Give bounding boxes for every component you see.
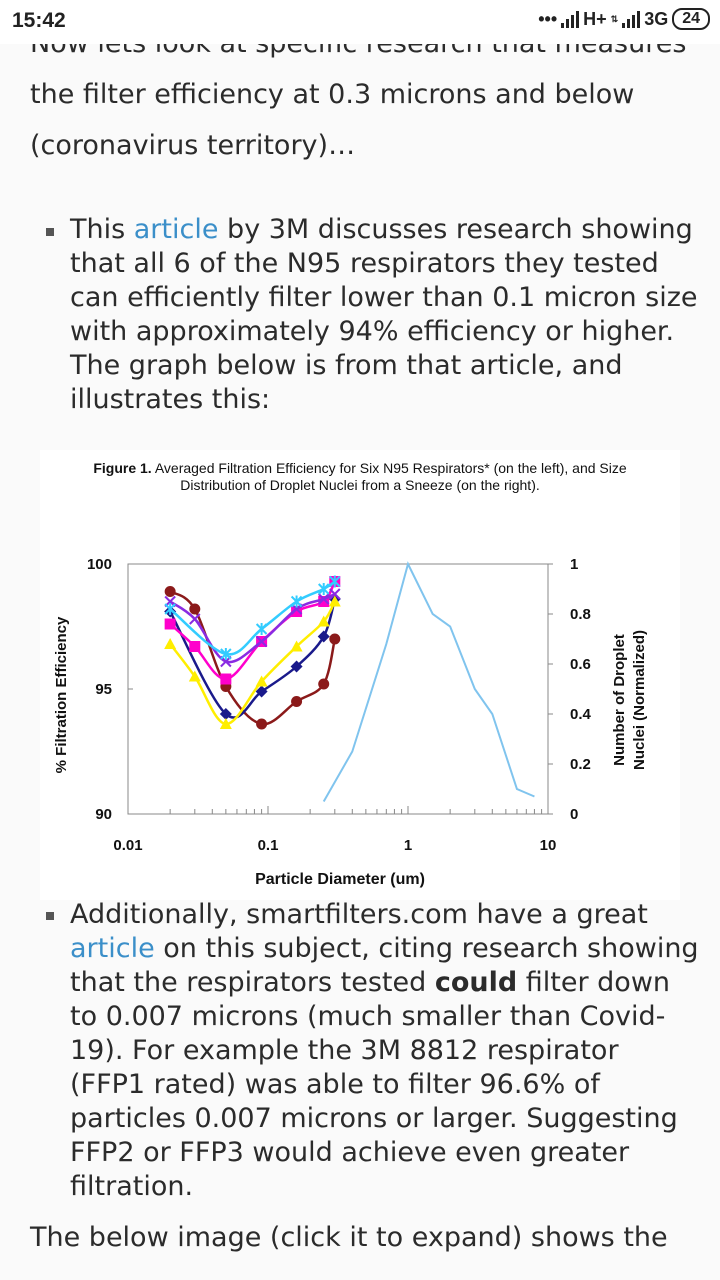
more-dots-icon: •••	[538, 8, 558, 29]
data-point-series-3	[317, 615, 330, 627]
data-point-series-3	[219, 718, 232, 729]
data-point-series-4	[164, 618, 176, 630]
network-type-h-plus: H+	[583, 8, 607, 29]
chart-title: Figure 1. Averaged Filtration Efficiency…	[60, 460, 660, 494]
data-point-series-5	[189, 613, 201, 625]
signal-icon-2	[622, 10, 641, 28]
y2-axis-label-line1: Number of Droplet	[611, 634, 628, 766]
y2-tick-label: 0.4	[570, 706, 592, 723]
data-point-series-3	[188, 670, 201, 682]
status-time: 15:42	[12, 9, 66, 32]
battery-icon: 24	[672, 8, 710, 30]
data-point-series-2	[317, 630, 330, 643]
bullet-marker-2	[46, 912, 54, 920]
data-point-series-4	[220, 673, 232, 685]
data-point-series-1	[189, 603, 201, 615]
article-link-3m[interactable]: article	[133, 214, 219, 245]
data-point-series-1	[318, 678, 330, 690]
data-point-series-6	[318, 583, 330, 595]
data-point-series-1	[329, 633, 341, 645]
bullet-item-2: Additionally, smartfilters.com have a gr…	[70, 898, 700, 1204]
data-point-series-2	[219, 708, 232, 720]
data-point-series-4	[189, 641, 201, 652]
bullet2-text-b: on this subject, citing research showing…	[70, 933, 699, 998]
data-point-series-6	[255, 623, 268, 635]
bullet1-text-b: by 3M discusses research showing that al…	[70, 214, 698, 415]
data-arrows-icon: ⇅	[610, 13, 619, 24]
figure-filtration-chart: Figure 1. Averaged Filtration Efficiency…	[40, 450, 680, 900]
status-bar: 15:42 ••• H+ ⇅ 3G 24	[0, 0, 720, 44]
bullet-item-1: This article by 3M discusses research sh…	[70, 213, 700, 417]
bullet-marker-1	[46, 228, 54, 236]
data-point-series-5	[318, 593, 330, 605]
y-tick-label: 100	[87, 556, 112, 573]
bullet2-text-c: filter down to 0.007 microns (much small…	[70, 967, 678, 1202]
data-point-series-6	[220, 648, 232, 660]
outro-paragraph: The below image (click it to expand) sho…	[30, 1222, 668, 1253]
data-point-series-4	[291, 606, 303, 617]
bullet1-text-a: This	[70, 214, 134, 245]
signal-icon	[561, 10, 580, 28]
data-point-series-1	[291, 696, 303, 707]
x-tick-label: 0.01	[113, 837, 142, 854]
status-icons: ••• H+ ⇅ 3G 24	[538, 8, 710, 30]
data-point-series-5	[329, 588, 341, 600]
data-point-series-2	[290, 660, 303, 673]
data-point-series-6	[329, 575, 341, 588]
y-axis-label: % Filtration Efficiency	[53, 616, 70, 773]
data-point-series-3	[164, 638, 177, 649]
y2-tick-label: 0.8	[570, 606, 591, 623]
data-point-series-6	[164, 603, 176, 615]
y2-tick-label: 0	[570, 806, 578, 823]
efficiency-line-2	[169, 598, 337, 719]
data-point-series-3	[290, 640, 303, 652]
data-point-series-1	[164, 586, 176, 597]
article-link-smartfilters[interactable]: article	[70, 933, 155, 964]
y2-tick-label: 1	[570, 556, 578, 573]
y2-tick-label: 0.6	[570, 656, 591, 673]
bullet2-bold-could: could	[434, 967, 518, 998]
data-point-series-5	[255, 635, 268, 648]
data-point-series-6	[290, 595, 303, 608]
chart-title-label: Figure 1.	[93, 460, 152, 476]
data-point-series-3	[328, 595, 341, 607]
data-point-series-1	[256, 718, 268, 730]
y2-tick-label: 0.2	[570, 756, 591, 773]
data-point-series-4	[318, 596, 330, 607]
x-tick-label: 1	[404, 837, 412, 854]
x-axis-label: Particle Diameter (um)	[255, 871, 425, 888]
bullet2-text-a: Additionally, smartfilters.com have a gr…	[70, 899, 648, 930]
y-tick-label: 95	[95, 681, 112, 698]
y2-axis-label-line2: Nuclei (Normalized)	[631, 630, 648, 770]
chart-title-text: Averaged Filtration Efficiency for Six N…	[154, 460, 627, 493]
droplet-distribution-line	[322, 561, 535, 802]
chart-svg: 0.01 0.1 1 10 90 95 100 0 0.2 0.4 0.6 0.8 1 Particle…	[53, 556, 648, 888]
data-point-series-3	[255, 675, 268, 687]
x-tick-label: 0.1	[258, 837, 279, 854]
x-tick-label: 10	[540, 837, 557, 854]
network-type-3g: 3G	[644, 8, 669, 29]
y-tick-label: 90	[95, 806, 112, 823]
